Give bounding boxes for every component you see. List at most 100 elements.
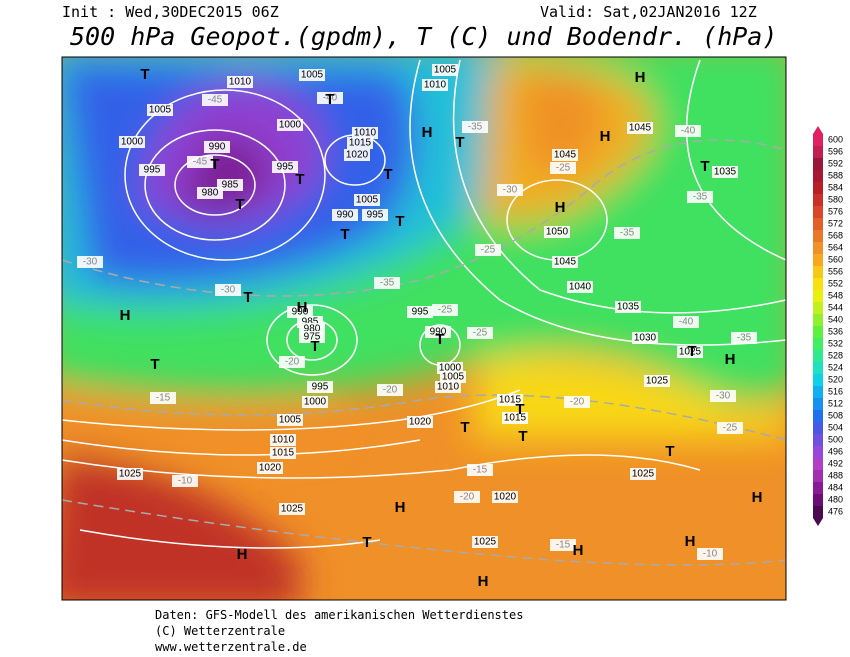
isobar-label: 995 [412,307,429,318]
temperature-label-box [202,94,228,106]
isobar-label-box [627,122,653,134]
isobar-label: 1015 [499,395,522,406]
isobar-label: 1040 [569,282,592,293]
colorbar-tick-label: 520 [828,374,843,384]
footer-line: (C) Wetterzentrale [155,624,285,638]
isobar-label-box [352,127,378,139]
colorbar-swatch [813,314,823,326]
temperature-label-box [467,464,493,476]
temperature-label: -25 [556,163,571,174]
isobar-label-box [552,149,578,161]
isobar-label-box [270,447,296,459]
temperature-label: -10 [178,476,193,487]
isobar-label-box [332,209,358,221]
colorbar-tick-label: 476 [828,506,843,516]
isobar-label-box [119,136,145,148]
temperature-label-box [614,227,640,239]
isobar-label: 995 [312,382,329,393]
temperature-label: -20 [383,385,398,396]
pressure-center: H [725,351,736,368]
pressure-center: T [687,343,696,360]
isobar-label-box [257,462,283,474]
isobar-label: 1005 [149,105,172,116]
pressure-center: H [573,542,584,559]
colorbar-swatch [813,446,823,458]
isobar-label: 1035 [714,167,737,178]
temperature-label-box [187,156,213,168]
pressure-center: H [555,199,566,216]
isobar-label-box [632,332,658,344]
temperature-label-box [454,491,480,503]
isobar-label-box [712,166,738,178]
isobar-label-box [422,79,448,91]
colorbar-swatch [813,338,823,350]
isobar-label-box [644,375,670,387]
temperature-label-box [77,256,103,268]
pressure-center: T [150,356,159,373]
colorbar: 476 480 484 488 492 496 500 504 508 512 516 520 524 5… [813,126,843,526]
colorbar-tick-label: 508 [828,410,843,420]
isobar-label-box [630,468,656,480]
isobar-label: 1025 [281,504,304,515]
pressure-center: T [295,171,304,188]
map-title: 500 hPa Geopot.(gpdm), T (C) und Bodendr… [70,22,777,51]
isobar-label-box [272,161,298,173]
colorbar-swatch [813,326,823,338]
isobar-label-box [615,301,641,313]
pressure-center: T [460,419,469,436]
temperature-label-box [697,548,723,560]
isobar-label: 1005 [301,70,324,81]
isotherms [62,139,786,566]
temperature-label-box [675,125,701,137]
isobar-label: 1025 [119,469,142,480]
isobar-label: 1010 [272,435,295,446]
isobar-label-box [299,69,325,81]
temperature-label: -45 [208,95,223,106]
isobar-label-box [277,119,303,131]
temperature-label: -35 [620,228,635,239]
isobar-label-box [197,187,223,199]
isobar-label: 1025 [474,537,497,548]
temperature-label: -40 [681,126,696,137]
isobar-label: 1005 [442,372,465,383]
temperature-label-box [475,244,501,256]
colorbar-swatch [813,254,823,266]
colorbar-tick-label: 564 [828,242,843,252]
temperature-label-box [710,390,736,402]
colorbar-tick-label: 504 [828,422,843,432]
isobar-label: 995 [367,210,384,221]
temperature-label-box [377,384,403,396]
isobar-label: 1035 [617,302,640,313]
temperature-label-box [215,284,241,296]
colorbar-swatch [813,410,823,422]
colorbar-tick-label: 572 [828,218,843,228]
pressure-center: T [515,401,524,418]
isobar-label-box [299,331,325,343]
isobar-label: 1020 [494,492,517,503]
colorbar-tick-label: 568 [828,230,843,240]
colorbar-tick-label: 480 [828,494,843,504]
isobar-label-box [227,76,253,88]
isobar-label: 1045 [629,123,652,134]
isobar-label: 990 [209,142,226,153]
isobar-label-box [472,536,498,548]
colorbar-swatch [813,386,823,398]
pressure-center: H [600,128,611,145]
isobar-label: 1005 [356,195,379,206]
temperature-label-box [731,332,757,344]
isobar-label: 1015 [349,138,372,149]
isobar-label: 1010 [424,80,447,91]
isobar-label-box [307,381,333,393]
isobar-label: 1025 [646,376,669,387]
isobar-label: 985 [222,180,239,191]
colorbar-tick-label: 536 [828,326,843,336]
colorbar-swatch [813,290,823,302]
isobar-label: 1050 [546,227,569,238]
isobar-label-box [552,256,578,268]
isobar-label: 990 [292,307,309,318]
isobar-label-box [440,371,466,383]
temperature-label-box [673,316,699,328]
isobar-label-box [270,434,296,446]
temperature-label-box [687,191,713,203]
